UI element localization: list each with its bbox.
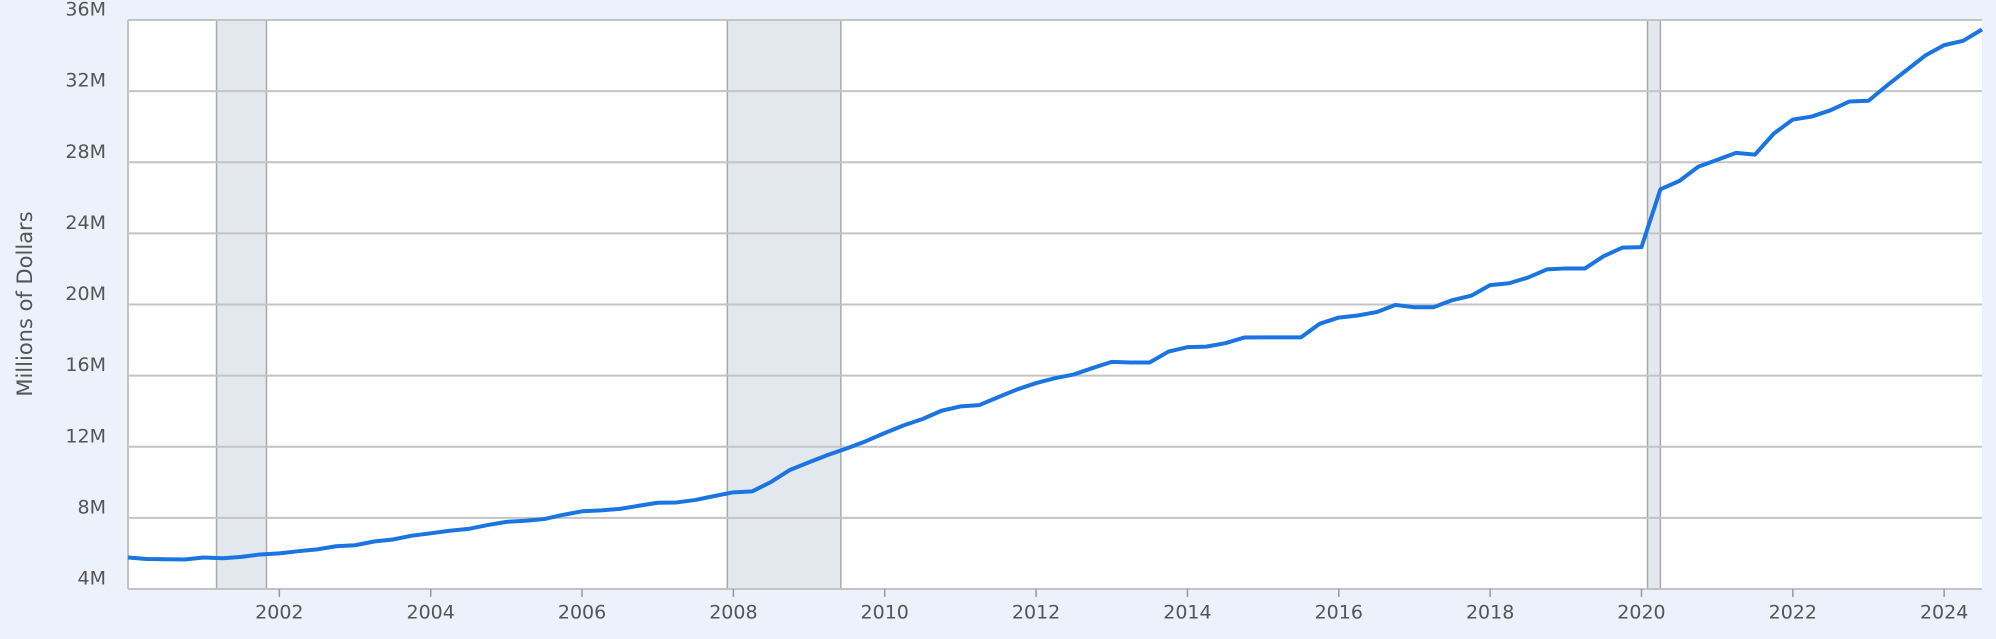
y-tick-label: 28M [65, 141, 106, 163]
y-tick-label: 24M [65, 212, 106, 234]
data-line [127, 27, 1984, 562]
y-axis-label: Millions of Dollars [13, 211, 37, 396]
y-tick-label: 36M [65, 0, 106, 21]
x-tick-label: 2008 [709, 602, 757, 624]
x-tick-label: 2016 [1315, 602, 1363, 624]
x-tick-label: 2022 [1769, 602, 1817, 624]
x-tick-label: 2012 [1012, 602, 1060, 624]
x-tick-label: 2002 [255, 602, 303, 624]
x-tick-label: 2004 [407, 602, 455, 624]
y-tick-label: 4M [78, 568, 106, 590]
x-tick-label: 2010 [861, 602, 909, 624]
y-tick-label: 8M [78, 496, 106, 518]
y-tick-label: 20M [65, 283, 106, 305]
x-tick-label: 2014 [1163, 602, 1211, 624]
x-tick-label: 2020 [1617, 602, 1665, 624]
y-tick-label: 12M [65, 425, 106, 447]
x-tick-label: 2024 [1920, 602, 1968, 624]
x-tick-label: 2018 [1466, 602, 1514, 624]
y-tick-label: 32M [65, 70, 106, 92]
y-tick-label: 16M [65, 354, 106, 376]
x-tick-label: 2006 [558, 602, 606, 624]
